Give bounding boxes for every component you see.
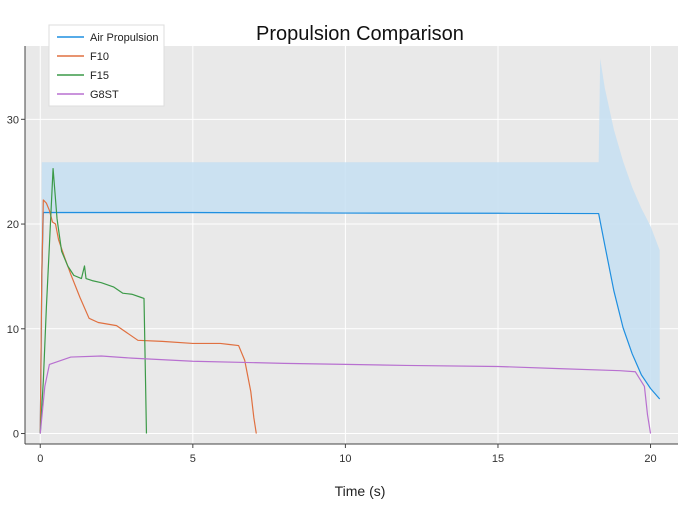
series-layer [39, 167, 661, 434]
legend-label-f15: F15 [90, 70, 109, 82]
legend-label-air-propulsion: Air Propulsion [90, 32, 158, 44]
y-tick-label: 20 [7, 219, 19, 231]
legend-label-f10: F10 [90, 51, 109, 63]
legend-items: Air Propulsion F10 F15 G8ST [57, 32, 158, 101]
chart-title: Propulsion Comparison [256, 23, 464, 45]
series-line-f10 [39, 199, 257, 434]
x-tick-label: 5 [190, 453, 196, 465]
y-tick-label: 0 [13, 429, 19, 441]
x-tick-label: 10 [339, 453, 351, 465]
series-line-air-propulsion [39, 211, 661, 434]
plot-background [25, 46, 678, 444]
legend-box [48, 24, 165, 107]
x-tick-label: 0 [37, 453, 43, 465]
legend: Air Propulsion F10 F15 G8ST [48, 24, 165, 107]
grid [25, 46, 678, 444]
legend-label-g8st: G8ST [90, 89, 119, 101]
series-line-f15 [39, 167, 148, 434]
x-tick-label: 15 [492, 453, 504, 465]
series-line-g8st [39, 355, 652, 434]
y-tick-label: 30 [7, 114, 19, 126]
y-tick-label: 10 [7, 324, 19, 336]
axes [24, 46, 678, 445]
x-tick-label: 20 [644, 453, 656, 465]
tick-labels: 0 5 10 15 20 0 10 20 30 [7, 114, 657, 465]
x-axis-title: Time (s) [335, 483, 386, 499]
